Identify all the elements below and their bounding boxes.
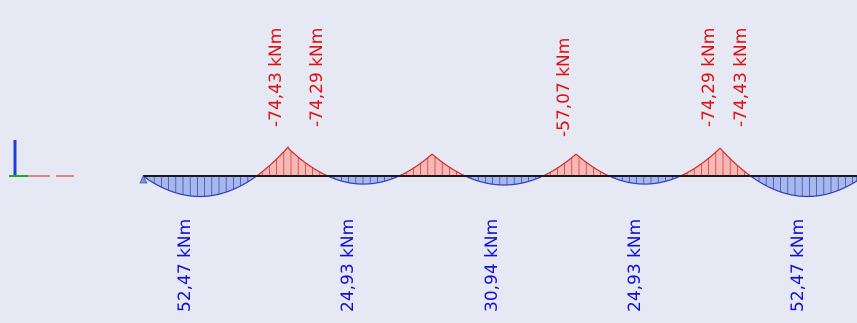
sagging-moment-area — [142, 175, 857, 198]
span-5-moment-label: 52,47 kNm — [788, 219, 808, 312]
sagging-region-7 — [608, 175, 681, 185]
sagging-region-3 — [327, 175, 400, 185]
hogging-moment-area — [256, 145, 752, 177]
span-4-moment-label: 24,93 kNm — [625, 219, 645, 312]
sagging-region-1 — [142, 175, 258, 198]
hogging-region-2 — [256, 145, 329, 177]
hogging-labels: -74,43 kNm -74,29 kNm -57,07 kNm -74,29 … — [266, 28, 751, 137]
support-4-left-moment-label: -74,29 kNm — [699, 28, 719, 127]
span-3-moment-label: 30,94 kNm — [482, 219, 502, 312]
sagging-region-5 — [464, 175, 544, 186]
support-left-icon — [139, 175, 148, 184]
support-4-right-moment-label: -74,43 kNm — [731, 28, 751, 127]
hogging-region-6 — [542, 153, 610, 177]
support-3-moment-label: -57,07 kNm — [554, 38, 574, 137]
support-1-right-moment-label: -74,29 kNm — [307, 28, 327, 127]
sagging-labels: 52,47 kNm 24,93 kNm 30,94 kNm 24,93 kNm … — [175, 219, 808, 312]
hogging-region-4 — [398, 153, 466, 177]
span-1-moment-label: 52,47 kNm — [175, 219, 195, 312]
sagging-region-9 — [750, 175, 857, 198]
span-2-moment-label: 24,93 kNm — [338, 219, 358, 312]
support-1-left-moment-label: -74,43 kNm — [266, 28, 286, 127]
coordinate-axes-icon — [9, 140, 74, 177]
